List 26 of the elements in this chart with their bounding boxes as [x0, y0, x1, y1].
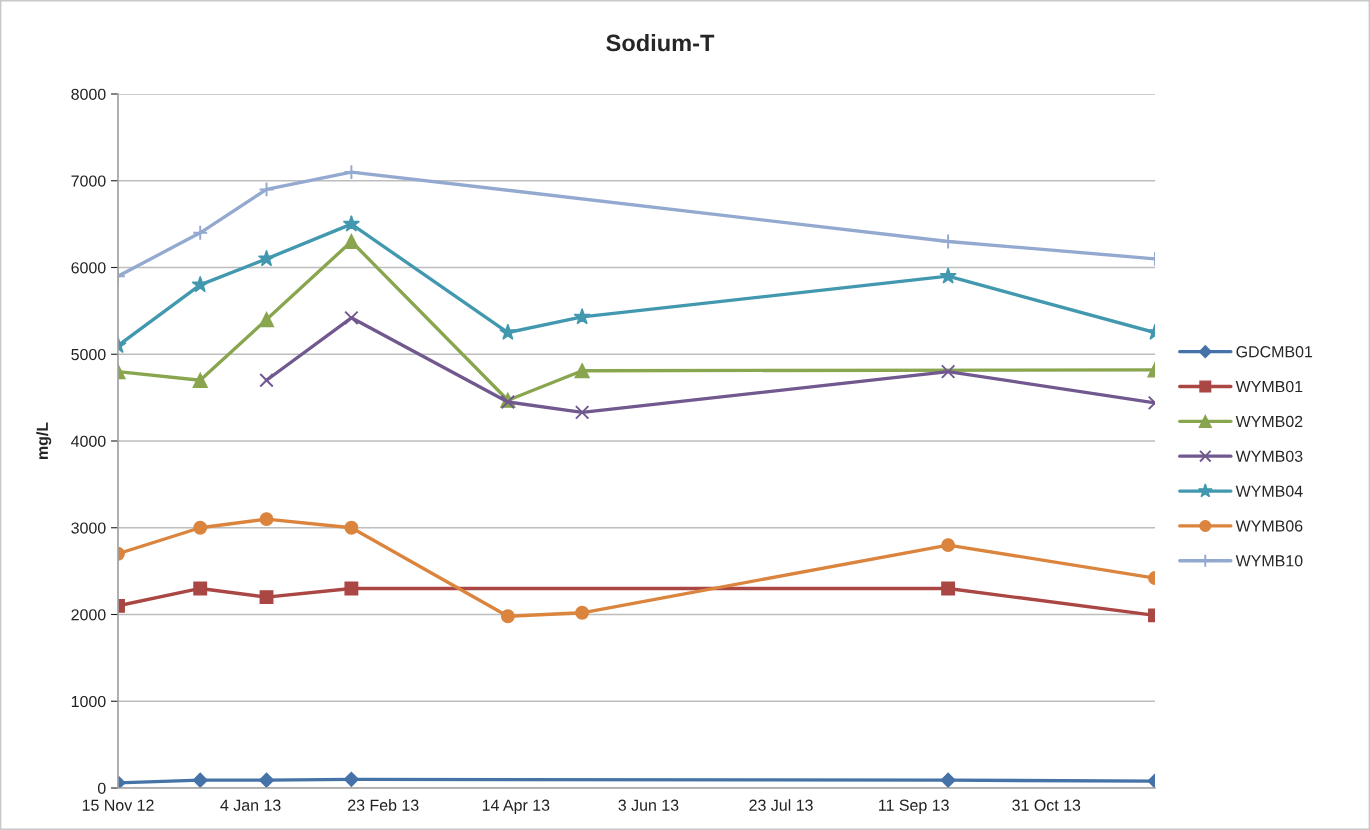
chart-title: Sodium-T [606, 34, 715, 52]
x-tick-label: 31 Oct 13 [1012, 799, 1081, 811]
legend-label: GDCMB01 [1236, 346, 1313, 358]
y-tick-label: 3000 [71, 522, 106, 534]
legend-label: WYMB03 [1235, 450, 1303, 462]
x-tick-label: 11 Sep 13 [879, 799, 949, 814]
x-tick-label: 23 Feb 13 [348, 799, 419, 811]
x-tick-label: 23 Jul 13 [749, 799, 813, 811]
y-axis-title: mg/L [36, 422, 52, 460]
y-tick-label: 2000 [71, 609, 106, 621]
y-tick-label: 8000 [71, 88, 106, 100]
x-tick-label: 15 Nov 12 [82, 799, 154, 811]
legend-label: WYMB04 [1235, 485, 1303, 497]
y-tick-label: 5000 [71, 348, 106, 361]
legend-label: WYMB10 [1235, 555, 1303, 567]
x-tick-label: 3 Jun 13 [618, 799, 679, 811]
x-tick-label: 14 Apr 13 [482, 799, 550, 814]
x-tick-label: 4 Jan 13 [220, 799, 281, 811]
y-tick-label: 6000 [71, 262, 106, 274]
y-tick-label: 0 [97, 782, 106, 794]
y-tick-label: 1000 [71, 695, 106, 708]
legend-label: WYMB02 [1235, 415, 1303, 428]
legend-label: WYMB06 [1235, 520, 1303, 532]
y-tick-label: 7000 [71, 175, 106, 187]
y-tick-label: 4000 [71, 435, 106, 447]
legend-label: WYMB01 [1235, 380, 1303, 393]
